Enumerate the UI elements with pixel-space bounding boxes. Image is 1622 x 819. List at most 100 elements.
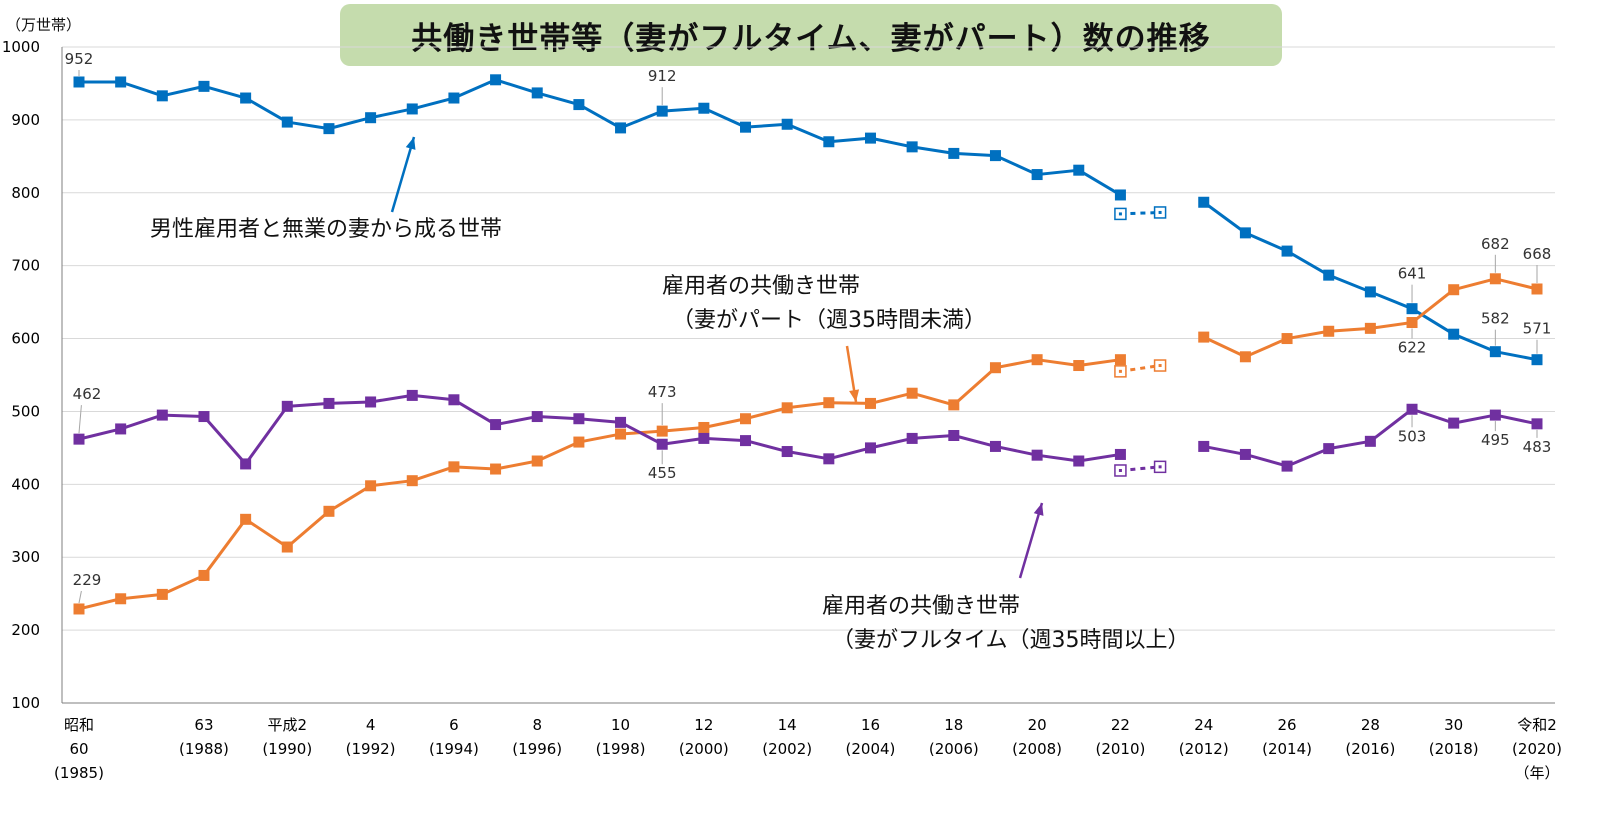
data-point — [1364, 286, 1376, 298]
annotation-breadwinner: 男性雇用者と無業の妻から成る世帯 — [150, 213, 502, 247]
data-point — [698, 421, 710, 433]
x-tick-group: 26 (2014) — [1262, 716, 1312, 758]
data-label: 682 — [1481, 235, 1510, 253]
y-tick-label: 300 — [11, 548, 40, 566]
data-point — [1073, 455, 1085, 467]
data-point — [948, 399, 960, 411]
x-tick-label: 16 — [861, 716, 880, 734]
estimate-point-dot — [1118, 468, 1122, 472]
series-1 — [73, 74, 1543, 366]
x-tick-label: （年） — [1514, 764, 1559, 782]
estimate-line — [1120, 210, 1161, 216]
data-point — [989, 150, 1001, 162]
data-point — [73, 433, 85, 445]
data-point — [1114, 448, 1126, 460]
data-point — [1364, 322, 1376, 334]
annotation-fulltime: 雇用者の共働き世帯 （妻がフルタイム（週35時間以上） — [822, 590, 1190, 658]
y-tick-label: 700 — [11, 257, 40, 275]
data-point — [740, 435, 752, 447]
data-point — [1198, 440, 1210, 452]
series-line — [78, 393, 1121, 466]
data-point — [156, 588, 168, 600]
data-point — [864, 132, 876, 144]
data-point — [490, 419, 502, 431]
data-point — [615, 122, 627, 134]
data-point — [281, 116, 293, 128]
data-point — [989, 440, 1001, 452]
data-point — [573, 413, 585, 425]
data-point — [1198, 196, 1210, 208]
data-label: 952 — [65, 50, 94, 68]
series-line — [78, 358, 1121, 611]
x-tick-group: 20 (2008) — [1012, 716, 1062, 758]
data-point — [948, 147, 960, 159]
x-tick-label: 4 — [366, 716, 376, 734]
x-tick-label: 12 — [694, 716, 713, 734]
data-point — [1073, 360, 1085, 372]
data-point — [490, 463, 502, 475]
data-point — [1031, 354, 1043, 366]
x-tick-group: 令和2 (2020) （年） — [1512, 716, 1562, 782]
series-3 — [73, 389, 1543, 477]
data-label: 455 — [648, 464, 677, 482]
data-point — [781, 118, 793, 130]
data-point — [989, 362, 1001, 374]
data-point — [531, 411, 543, 423]
x-tick-label: (1996) — [512, 740, 562, 758]
arrow-fulltime-head — [1033, 503, 1044, 516]
x-tick-label: 14 — [778, 716, 797, 734]
x-tick-label: 28 — [1361, 716, 1380, 734]
data-point — [406, 103, 418, 115]
x-tick-label: (1994) — [429, 740, 479, 758]
x-tick-label: 22 — [1111, 716, 1130, 734]
data-point — [531, 87, 543, 99]
data-point — [1239, 227, 1251, 239]
x-tick-label: 昭和 — [64, 716, 94, 734]
data-point — [573, 436, 585, 448]
data-label: 912 — [648, 67, 677, 85]
chart-title-box: 共働き世帯等（妻がフルタイム、妻がパート）数の推移 — [340, 4, 1282, 66]
estimate-point-dot — [1158, 465, 1162, 469]
annotation-line: 雇用者の共働き世帯 — [822, 594, 1021, 619]
data-point — [1031, 169, 1043, 181]
label-leader — [78, 590, 82, 604]
data-point — [406, 475, 418, 487]
data-point — [740, 413, 752, 425]
x-tick-group: 18 (2006) — [929, 716, 979, 758]
x-tick-label: (2002) — [762, 740, 812, 758]
x-tick-group: 30 (2018) — [1429, 716, 1479, 758]
x-tick-group: 6 (1994) — [429, 716, 479, 758]
x-tick-label: (2018) — [1429, 740, 1479, 758]
x-tick-label: (2006) — [929, 740, 979, 758]
data-point — [698, 432, 710, 444]
data-point — [1281, 460, 1293, 472]
data-point — [698, 102, 710, 114]
data-point — [198, 569, 210, 581]
data-point — [906, 141, 918, 153]
x-tick-label: 24 — [1194, 716, 1213, 734]
data-point — [1239, 351, 1251, 363]
x-tick-label: 63 — [194, 716, 213, 734]
data-point — [1281, 245, 1293, 257]
data-point — [1448, 284, 1460, 296]
y-tick-label: 400 — [11, 475, 40, 493]
data-point — [1531, 283, 1543, 295]
y-tick-label: 800 — [11, 184, 40, 202]
x-tick-label: (1992) — [346, 740, 396, 758]
data-point — [864, 442, 876, 454]
annotation-line: （妻がフルタイム（週35時間以上） — [832, 628, 1190, 653]
arrow-breadwinner — [390, 136, 416, 213]
x-tick-label: (1990) — [262, 740, 312, 758]
data-point — [823, 136, 835, 148]
data-point — [1114, 354, 1126, 366]
data-label: 503 — [1398, 427, 1427, 445]
x-tick-label: (2008) — [1012, 740, 1062, 758]
data-point — [323, 505, 335, 517]
x-tick-group: 12 (2000) — [679, 716, 729, 758]
data-point — [490, 74, 502, 86]
x-tick-group: 22 (2010) — [1095, 716, 1145, 758]
annotation-line: 男性雇用者と無業の妻から成る世帯 — [150, 217, 503, 242]
data-point — [740, 121, 752, 133]
data-point — [240, 92, 252, 104]
arrow-parttime-head — [849, 389, 860, 402]
